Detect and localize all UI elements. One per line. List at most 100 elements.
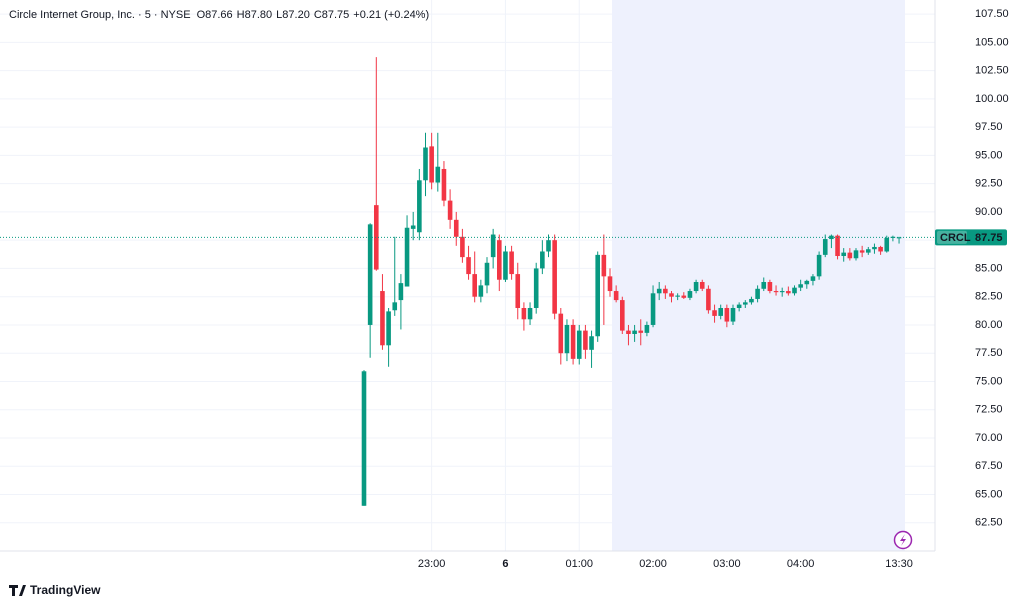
candle-body (810, 276, 816, 281)
candle-body (527, 307, 533, 320)
x-tick-label: 03:00 (713, 558, 741, 570)
candle-body (392, 302, 398, 311)
candle-body (792, 287, 797, 294)
candle-body (724, 307, 730, 322)
legend-value: 87.20 (282, 9, 310, 21)
candle-body (847, 252, 853, 259)
legend-key: C (314, 9, 322, 21)
candle-body (675, 295, 680, 297)
candle-body (872, 246, 877, 250)
candle-body (595, 254, 600, 337)
candle-body (743, 302, 748, 305)
legend-key: L (276, 9, 282, 21)
extended-session-shade (612, 0, 905, 551)
candle-body (552, 240, 557, 314)
y-tick-label: 75.00 (975, 375, 1003, 387)
axes: 62.50 65.00 67.50 70.00 72.50 75.00 77.50 80.00… (418, 8, 1009, 570)
candle-body (822, 239, 828, 255)
candle-body (515, 274, 521, 308)
candle-body (626, 330, 631, 334)
y-tick-label: 70.00 (975, 432, 1003, 444)
candle-body (404, 227, 410, 287)
y-tick-label: 65.00 (975, 488, 1003, 500)
candle-body (564, 324, 570, 354)
candle-body (361, 371, 367, 506)
candle-body (632, 330, 637, 334)
candles (0, 57, 935, 506)
header: Circle Internet Group, Inc. · 5 · NYSE O… (9, 9, 429, 21)
candle-body (699, 281, 705, 289)
candle-body (663, 288, 668, 294)
candle-body (767, 281, 773, 292)
candle-body (509, 251, 514, 275)
y-tick-label: 67.50 (975, 460, 1003, 472)
candle-body (503, 251, 508, 280)
candle-body (841, 252, 846, 257)
candle-body (853, 250, 859, 259)
y-tick-label: 80.00 (975, 319, 1003, 331)
candle-body (460, 236, 465, 258)
brand-logo (9, 585, 26, 596)
candle-body (570, 324, 576, 359)
candle-body (718, 307, 723, 316)
x-tick-label: 23:00 (418, 558, 446, 570)
candle-body (638, 330, 644, 333)
legend-value: 87.75 (322, 9, 350, 21)
lightning-icon[interactable] (893, 530, 913, 550)
y-tick-label: 100.00 (975, 93, 1009, 105)
candle-body (736, 304, 742, 308)
icon-bolt[interactable] (900, 534, 906, 546)
candle-body (681, 295, 687, 298)
y-tick-label: 102.50 (975, 65, 1009, 77)
brand-name: TradingView (30, 583, 101, 597)
candle-body (601, 254, 607, 277)
legend-key: H (237, 9, 245, 21)
candle-body (779, 291, 785, 293)
y-tick-label: 97.50 (975, 121, 1003, 133)
y-tick-label: 105.00 (975, 36, 1009, 48)
candle-body (466, 257, 471, 275)
brand: TradingView (9, 583, 101, 597)
candle-body (447, 200, 453, 220)
candle-body (490, 234, 496, 258)
ohlc-legend: O 87.66 H 87.80 L 87.20 C 87.75 +0.21 (+0.24%) (197, 9, 430, 21)
price-tag-symbol-box (937, 230, 967, 244)
candle-body (380, 291, 385, 346)
y-tick-label: 92.50 (975, 178, 1003, 190)
candle-body (386, 311, 391, 346)
x-tick-label: 01:00 (565, 558, 593, 570)
candle-body (884, 237, 890, 252)
candle-body (453, 219, 459, 237)
y-tick-label: 90.00 (975, 206, 1003, 218)
y-tick-label: 85.00 (975, 262, 1003, 274)
chart-title: Circle Internet Group, Inc. · 5 · NYSE (9, 9, 191, 21)
candle-body (478, 285, 484, 297)
candle-body (589, 336, 594, 350)
candle-body (472, 274, 477, 297)
candle-body (429, 146, 434, 183)
y-tick-label: 82.50 (975, 291, 1003, 303)
y-tick-label: 72.50 (975, 404, 1003, 416)
y-tick-label: 77.50 (975, 347, 1003, 359)
candle-body (773, 291, 779, 293)
candle-body (866, 249, 871, 253)
candle-body (374, 205, 379, 270)
x-tick-label: 02:00 (639, 558, 667, 570)
candle-body (693, 281, 699, 292)
candle-body (644, 324, 650, 333)
candle-body (798, 284, 803, 288)
candle-body (669, 293, 674, 297)
candle-body (859, 250, 865, 253)
candle-body (576, 330, 582, 359)
x-tick-label: 04:00 (787, 558, 815, 570)
candle-body (558, 313, 564, 354)
candle-body (497, 240, 502, 280)
candle-body (755, 288, 760, 299)
candle-body (521, 307, 527, 320)
legend-change: +0.21 (+0.24%) (353, 9, 429, 21)
candle-body (786, 291, 791, 294)
y-tick-label: 95.00 (975, 149, 1003, 161)
candle-body (367, 224, 373, 325)
x-tick-label: 6 (502, 558, 508, 570)
